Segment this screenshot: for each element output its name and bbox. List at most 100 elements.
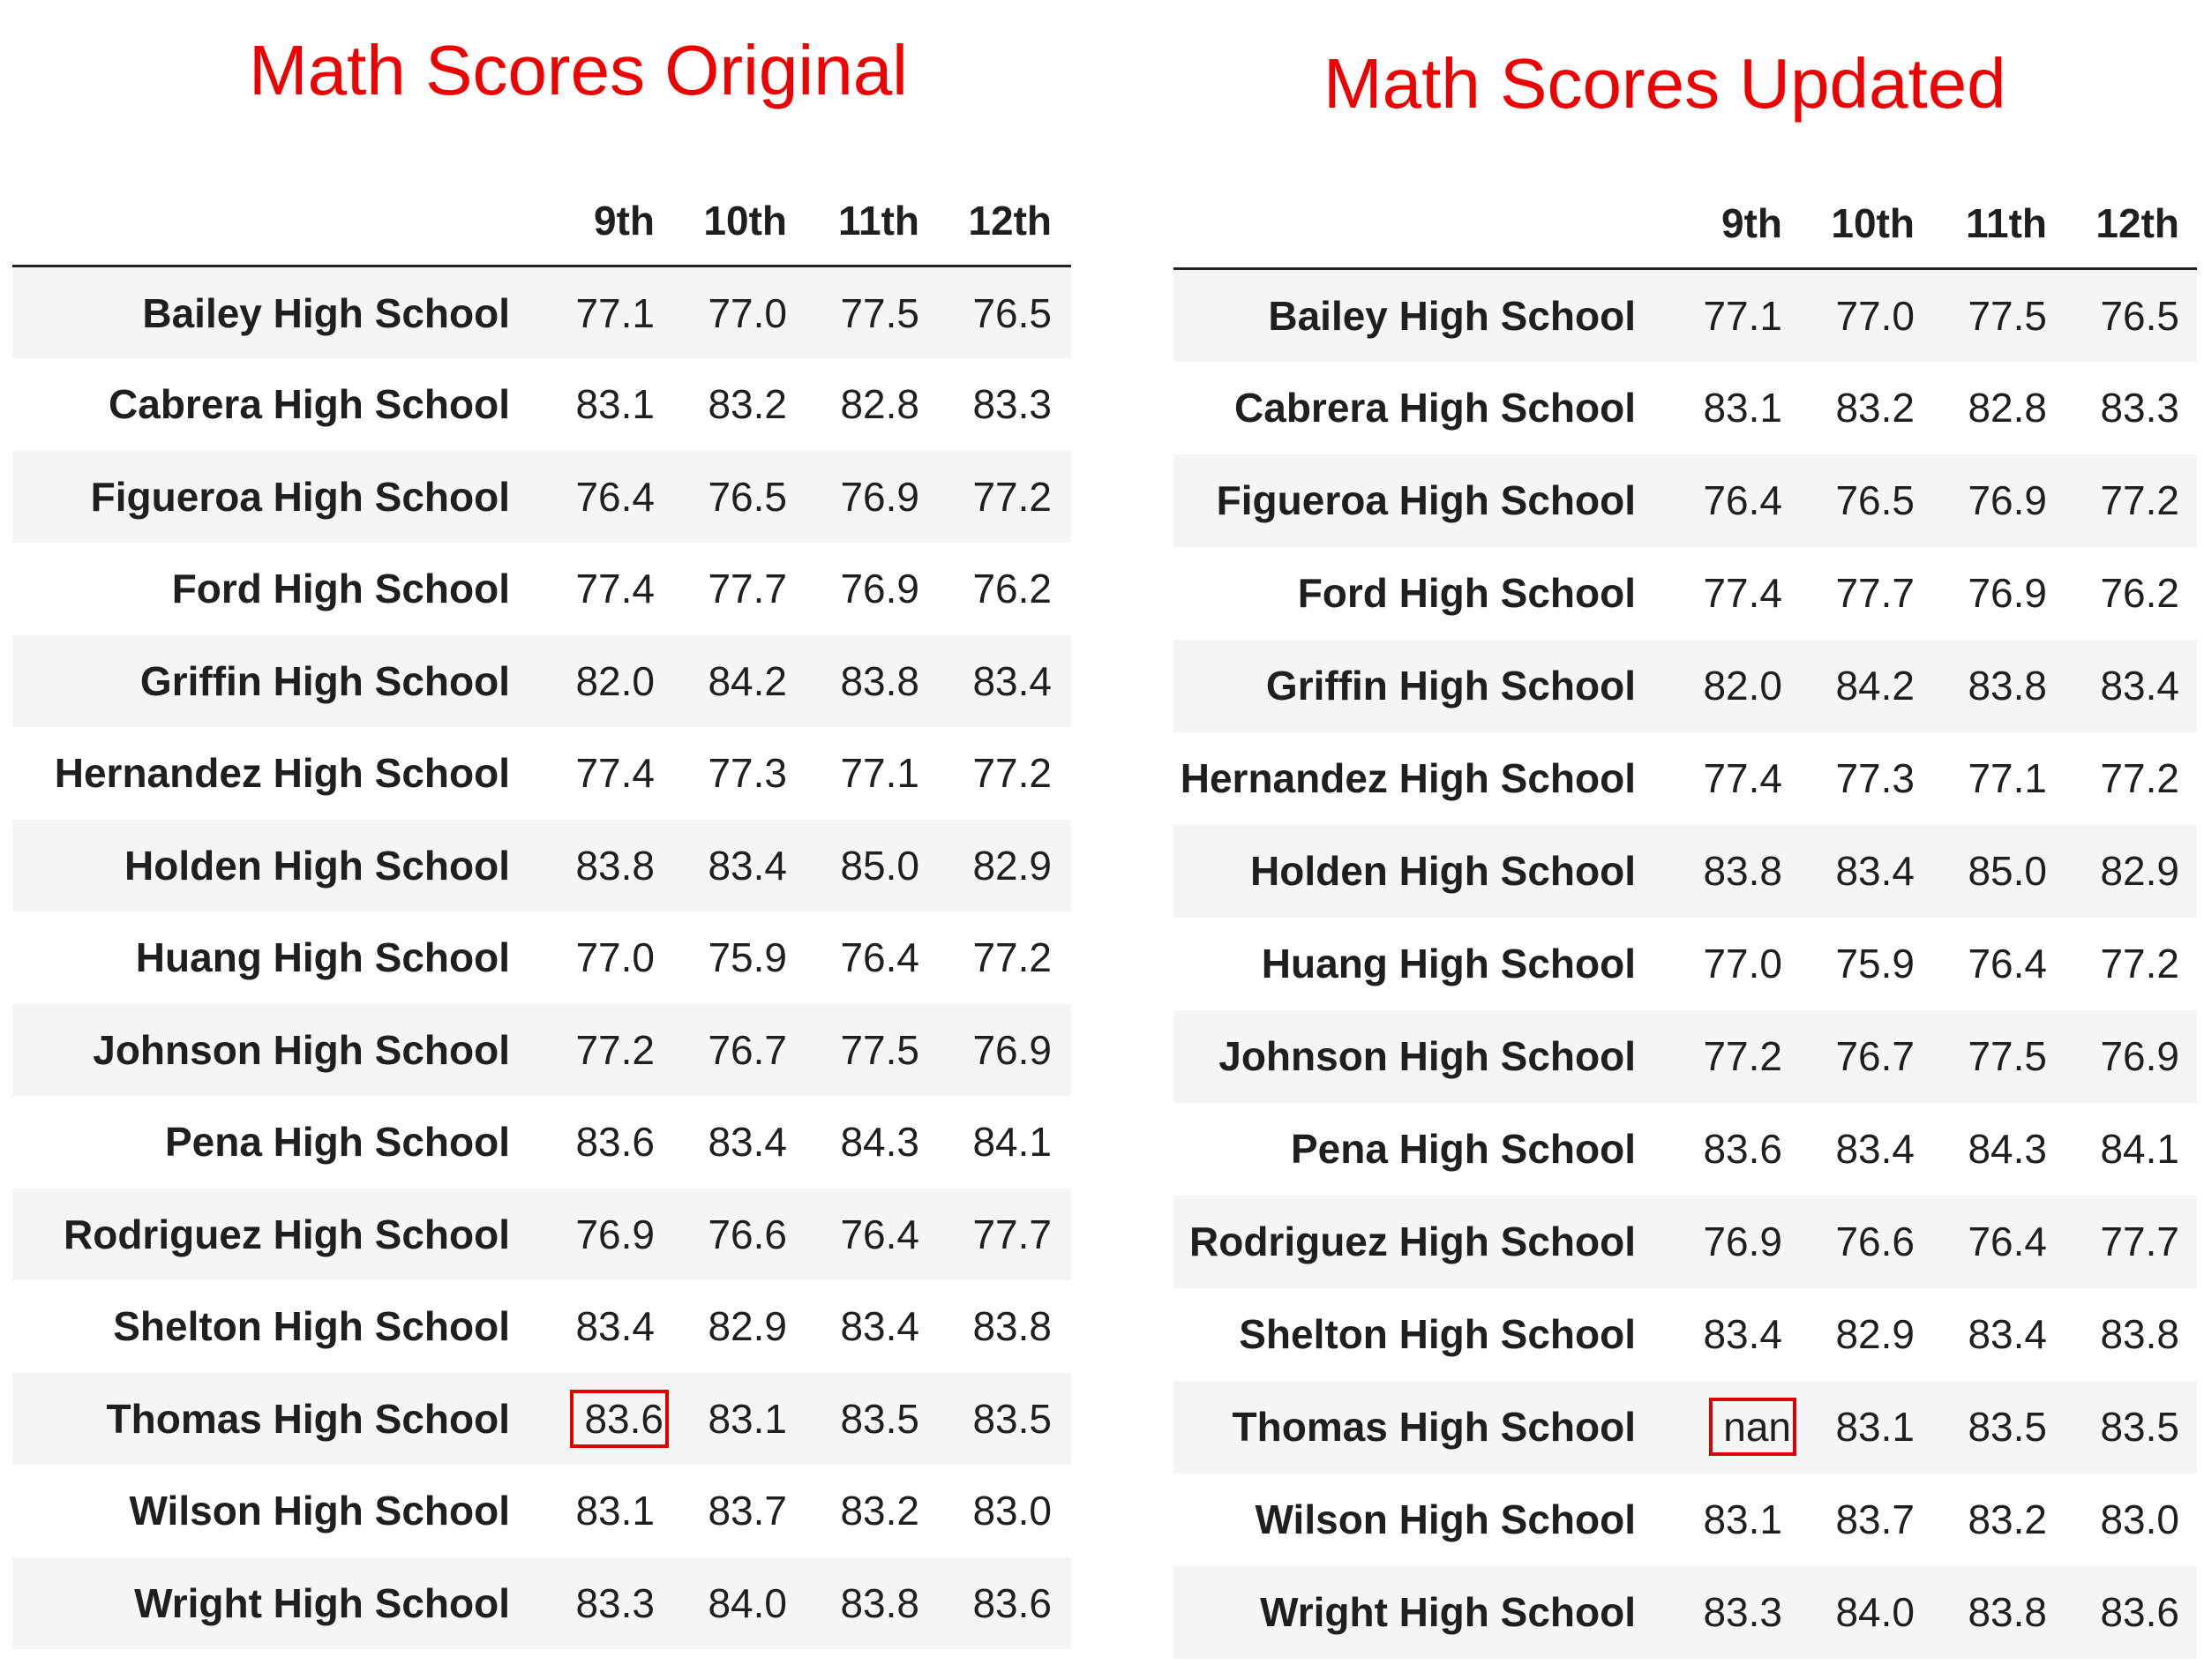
score-cell: 83.4 (2100, 663, 2179, 709)
score-cell: 82.8 (840, 381, 919, 428)
score-cell: 84.3 (1968, 1126, 2047, 1172)
score-cell: 84.2 (708, 657, 787, 704)
score-cell: 77.2 (1703, 1033, 1782, 1079)
score-cell: 76.9 (2100, 1033, 2179, 1079)
score-cell: 77.2 (2100, 755, 2179, 801)
school-name-cell: Wilson High School (129, 1488, 510, 1534)
table-row: Rodriguez High School 76.9 76.6 76.4 77.7 (1173, 1195, 2197, 1288)
score-cell: 83.8 (1968, 1589, 2047, 1635)
score-cell: 84.0 (708, 1579, 787, 1626)
school-name-cell: Cabrera High School (1234, 385, 1636, 431)
column-header-12th: 12th (939, 176, 1071, 267)
school-name-cell: Cabrera High School (109, 381, 510, 428)
score-cell: 83.8 (840, 1579, 919, 1626)
score-cell: 83.7 (1835, 1496, 1915, 1542)
score-cell: 75.9 (708, 934, 787, 981)
school-name-cell: Figueroa High School (90, 473, 510, 520)
score-cell: 76.5 (1835, 477, 1915, 523)
table-row: Johnson High School 77.2 76.7 77.5 76.9 (12, 1003, 1071, 1096)
score-cell: 83.4 (840, 1303, 919, 1350)
score-cell: 76.4 (575, 473, 655, 520)
original-title: Math Scores Original (249, 31, 908, 109)
score-cell: 77.4 (575, 566, 655, 612)
school-name-cell: Holden High School (124, 842, 510, 889)
table-row: Shelton High School 83.4 82.9 83.4 83.8 (12, 1280, 1071, 1373)
score-cell: 83.2 (1968, 1496, 2047, 1542)
school-name-cell: Figueroa High School (1216, 477, 1636, 523)
school-name-cell: Wright High School (1260, 1589, 1636, 1635)
table-row: Pena High School 83.6 83.4 84.3 84.1 (1173, 1102, 2197, 1196)
school-name-cell: Huang High School (135, 934, 510, 981)
score-cell: 77.1 (575, 289, 655, 336)
score-cell: 77.0 (1835, 292, 1915, 339)
score-cell: 77.5 (1968, 1033, 2047, 1079)
school-name-cell: Shelton High School (1239, 1311, 1636, 1357)
score-cell: 85.0 (840, 842, 919, 889)
score-cell: 77.4 (575, 750, 655, 797)
score-cell: 76.4 (1968, 941, 2047, 986)
table-row: Bailey High School 77.1 77.0 77.5 76.5 (12, 266, 1071, 358)
score-cell: 77.0 (1703, 941, 1782, 986)
school-name-cell: Griffin High School (139, 657, 510, 704)
table-row: Bailey High School 77.1 77.0 77.5 76.5 (1173, 268, 2197, 362)
school-name-cell: Johnson High School (93, 1026, 510, 1073)
school-name-cell: Pena High School (164, 1119, 510, 1166)
score-cell: 83.2 (840, 1488, 919, 1534)
school-name-cell: Thomas High School (106, 1395, 510, 1442)
column-header-11th: 11th (1932, 179, 2065, 270)
score-cell: 83.8 (972, 1303, 1052, 1350)
school-name-cell: Holden High School (1250, 848, 1636, 894)
score-cell: 76.6 (708, 1211, 787, 1257)
score-cell: 84.3 (840, 1119, 919, 1166)
updated-title: Math Scores Updated (1323, 44, 2006, 123)
school-name-cell: Bailey High School (1268, 292, 1636, 339)
school-name-cell: Johnson High School (1218, 1033, 1636, 1079)
score-cell: 76.9 (840, 473, 919, 520)
table-row: Wright High School 83.3 84.0 83.8 83.6 (12, 1556, 1071, 1649)
score-cell: 83.1 (575, 1488, 655, 1534)
score-cell: 83.2 (1835, 385, 1915, 431)
score-cell: 83.5 (840, 1395, 919, 1442)
score-cell: 83.2 (708, 381, 787, 428)
score-cell: 83.3 (1703, 1589, 1782, 1635)
score-cell: 77.4 (1703, 755, 1782, 801)
table-row: Cabrera High School 83.1 83.2 82.8 83.3 (12, 358, 1071, 451)
index-header (1173, 179, 1668, 270)
highlighted-score-cell: 83.6 (542, 1373, 674, 1466)
score-cell: 83.8 (1968, 663, 2047, 709)
score-cell: 76.2 (2100, 570, 2179, 616)
score-cell: 84.1 (2100, 1126, 2179, 1172)
score-cell: 83.4 (1835, 848, 1915, 894)
score-cell: 82.9 (708, 1303, 787, 1350)
score-cell: 83.1 (1703, 385, 1782, 431)
table-row: Johnson High School 77.2 76.7 77.5 76.9 (1173, 1009, 2197, 1103)
table-row: Griffin High School 82.0 84.2 83.8 83.4 (12, 634, 1071, 727)
score-cell: 76.9 (1968, 477, 2047, 523)
score-cell: 76.4 (840, 934, 919, 981)
column-header-12th: 12th (2065, 179, 2197, 270)
score-cell: 77.5 (840, 1026, 919, 1073)
score-cell: 76.5 (972, 289, 1052, 336)
score-cell: 83.5 (1968, 1404, 2047, 1450)
score-cell: 77.1 (840, 750, 919, 797)
score-cell: 76.4 (1703, 477, 1782, 523)
score-cell: 84.2 (1835, 663, 1915, 709)
score-cell: 83.3 (972, 381, 1052, 428)
score-cell: 76.7 (708, 1026, 787, 1073)
column-header-9th: 9th (1668, 179, 1800, 270)
table-header-row: 9th 10th 11th 12th (12, 176, 1071, 267)
score-cell: 83.5 (2100, 1404, 2179, 1450)
table-header-row: 9th 10th 11th 12th (1173, 179, 2197, 270)
score-cell: 76.9 (972, 1026, 1052, 1073)
score-cell: 76.7 (1835, 1033, 1915, 1079)
score-cell: 83.8 (840, 657, 919, 704)
score-cell: 77.1 (1703, 292, 1782, 339)
score-cell: 83.1 (1835, 1404, 1915, 1450)
school-name-cell: Griffin High School (1265, 663, 1636, 709)
score-cell: 82.0 (575, 657, 655, 704)
score-cell: 77.5 (840, 289, 919, 336)
score-cell: 83.6 (575, 1119, 655, 1166)
score-cell: 82.8 (1968, 385, 2047, 431)
score-cell: 77.7 (2100, 1219, 2179, 1264)
score-cell: 76.6 (1835, 1219, 1915, 1264)
